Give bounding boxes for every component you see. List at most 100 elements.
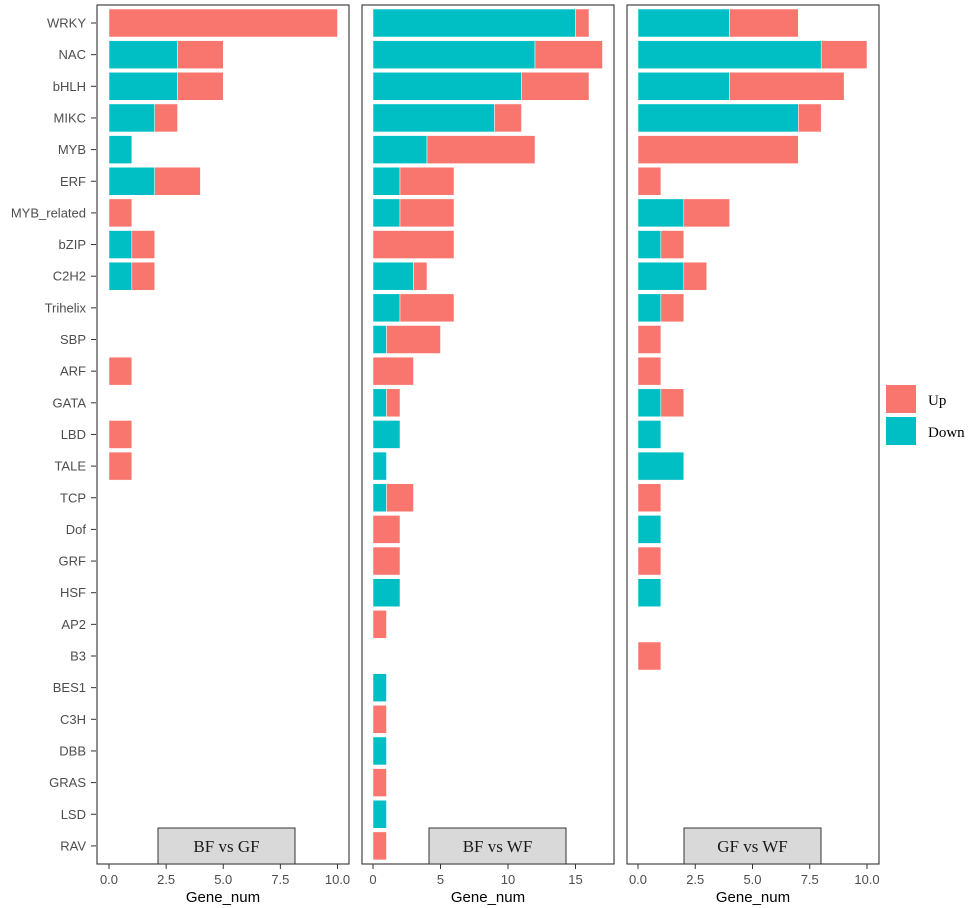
y-tick-label: B3 — [70, 649, 86, 664]
legend-label-up: Up — [928, 393, 946, 409]
x-tick-label: 10.0 — [854, 872, 879, 887]
x-tick-label: 0.0 — [629, 872, 647, 887]
y-tick-label: GRAS — [49, 775, 86, 790]
bar-down — [637, 8, 730, 38]
bar-down — [372, 800, 387, 829]
y-tick-label: BES1 — [53, 680, 86, 695]
bar-down — [372, 72, 522, 101]
bar-up — [637, 325, 662, 354]
x-tick-label: 15 — [568, 872, 582, 887]
y-tick-label: LSD — [61, 807, 86, 822]
bar-up — [386, 483, 414, 512]
y-tick-label: C3H — [60, 712, 86, 727]
y-tick-label: MYB — [58, 142, 86, 157]
y-tick-label: ARF — [60, 364, 86, 379]
panel-strip — [683, 827, 822, 865]
x-tick-label: 5.0 — [214, 872, 232, 887]
bar-up — [494, 103, 522, 133]
bar-up — [131, 261, 155, 291]
y-tick-label: MYB_related — [11, 205, 86, 220]
bar-up — [108, 451, 133, 481]
bar-up — [683, 198, 730, 228]
bar-down — [637, 515, 662, 544]
y-tick-label: RAV — [60, 838, 86, 853]
bar-down — [372, 135, 428, 164]
bar-up — [372, 610, 387, 639]
y-tick-label: WRKY — [47, 16, 86, 31]
bar-up — [729, 72, 845, 101]
bar-up — [108, 8, 338, 38]
y-tick-label: Dof — [66, 522, 87, 537]
bar-up — [729, 8, 799, 38]
bar-down — [637, 578, 662, 607]
y-tick-label: C2H2 — [53, 269, 86, 284]
bar-up — [413, 261, 428, 291]
panel-2: BF vs WF 0 5 10 15 Gene_num — [361, 4, 615, 906]
bar-up — [372, 705, 387, 734]
bar-up — [372, 230, 455, 259]
bar-up — [521, 72, 590, 101]
y-tick-label: TCP — [60, 490, 86, 505]
bar-up — [399, 167, 455, 196]
bar-up — [660, 230, 685, 259]
y-tick-label: DBB — [59, 743, 86, 758]
bar-down — [637, 388, 662, 418]
bar-down — [637, 230, 662, 259]
x-tick-label: 5.0 — [743, 872, 761, 887]
bar-down — [372, 293, 401, 323]
bar-down — [637, 261, 685, 291]
y-tick-label: GRF — [59, 554, 87, 569]
y-tick-label: GATA — [53, 395, 87, 410]
y-tick-label: ERF — [60, 174, 86, 189]
bar-up — [534, 40, 603, 69]
panel-3: GF vs WF 0.0 2.5 5.0 7.5 10.0 Gene_num — [626, 4, 880, 906]
panel-strip — [157, 827, 296, 865]
x-axis-title: Gene_num — [451, 889, 525, 906]
bar-down — [108, 103, 155, 133]
bar-up — [637, 483, 662, 512]
bar-down — [108, 261, 133, 291]
bar-up — [399, 198, 455, 228]
bar-down — [372, 167, 401, 196]
bar-up — [154, 167, 201, 196]
bar-down — [372, 451, 387, 481]
x-tick-label: 7.5 — [801, 872, 819, 887]
y-tick-label: NAC — [59, 47, 86, 62]
bar-up — [683, 261, 707, 291]
bar-up — [399, 293, 455, 323]
bar-up — [372, 356, 414, 386]
bar-down — [108, 230, 133, 259]
y-tick-label: TALE — [54, 459, 86, 474]
panel-strip-label: GF vs WF — [717, 837, 788, 856]
panel-border — [96, 4, 350, 865]
panel-border — [626, 4, 880, 865]
bar-up — [372, 831, 387, 861]
bar-down — [108, 135, 133, 164]
bar-down — [372, 261, 414, 291]
bar-up — [660, 388, 685, 418]
x-tick-label: 2.5 — [686, 872, 704, 887]
y-axis-labels: WRKY NAC bHLH MIKC MYB ERF MYB_related bZIP C2H2… — [11, 16, 96, 853]
bar-up — [177, 40, 224, 69]
bar-down — [372, 388, 387, 418]
legend-label-down: Down — [928, 425, 965, 441]
bar-down — [108, 167, 155, 196]
bar-up — [637, 641, 662, 671]
bar-up — [372, 768, 387, 797]
bar-up — [820, 40, 868, 69]
y-tick-label: LBD — [61, 427, 86, 442]
y-tick-label: AP2 — [61, 617, 86, 632]
bar-up — [108, 198, 133, 228]
bar-up — [798, 103, 822, 133]
panel-1: BF vs GF 0.0 2.5 5.0 7.5 10.0 Gene_num — [96, 4, 350, 906]
bar-up — [131, 230, 155, 259]
y-tick-label: HSF — [60, 585, 86, 600]
bar-up — [372, 546, 401, 576]
bar-down — [372, 736, 387, 766]
y-tick-label: bHLH — [53, 79, 86, 94]
panel-strip-label: BF vs WF — [463, 837, 533, 856]
bar-down — [372, 40, 536, 69]
bar-down — [637, 72, 730, 101]
